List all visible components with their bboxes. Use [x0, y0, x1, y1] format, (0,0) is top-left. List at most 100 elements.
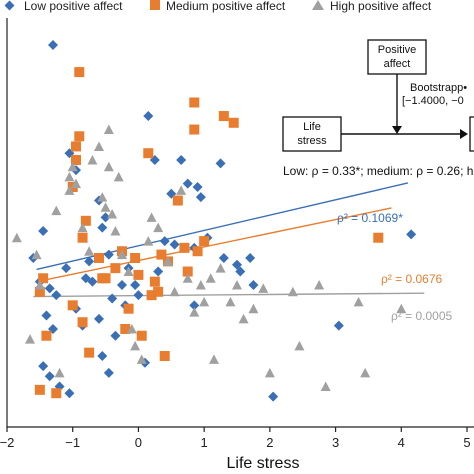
fit-line-label: ρ² = 0.0005	[391, 309, 453, 323]
high-affect-point	[31, 249, 42, 260]
low-affect-point	[248, 280, 259, 291]
high-affect-point	[146, 212, 157, 222]
high-affect-point	[353, 296, 364, 307]
medium-affect-point	[34, 384, 45, 395]
low-affect-point	[215, 158, 226, 169]
low-affect-point	[176, 154, 187, 165]
high-affect-point	[264, 367, 275, 378]
positive-affect-box	[367, 39, 427, 75]
low-affect-point	[195, 192, 206, 203]
low-affect-point	[117, 280, 127, 291]
mediation-arrowhead-down	[392, 126, 402, 134]
medium-affect-point	[143, 148, 154, 159]
high-affect-point	[225, 296, 236, 307]
medium-affect-point	[373, 232, 384, 243]
medium-affect-point	[84, 347, 95, 358]
high-affect-point	[84, 246, 95, 256]
low-affect-point	[218, 252, 229, 263]
medium-affect-point	[189, 97, 200, 108]
low-affect-point	[159, 236, 170, 247]
low-affect-point	[192, 182, 203, 193]
medium-affect-point	[34, 286, 45, 297]
low-affect-point	[169, 239, 180, 250]
low-affect-point	[333, 320, 344, 331]
low-affect-point	[94, 313, 104, 324]
high-affect-point	[248, 303, 259, 314]
low-affect-point	[235, 266, 246, 277]
high-affect-point	[258, 283, 269, 293]
medium-affect-point	[136, 330, 147, 341]
medium-affect-point	[94, 252, 104, 263]
high-affect-point	[287, 286, 298, 297]
high-affect-point	[130, 340, 141, 351]
legend-low-label: Low positive affect	[24, 0, 123, 13]
low-affect-point	[103, 249, 114, 260]
low-affect-point	[133, 290, 144, 301]
low-affect-point	[182, 178, 193, 189]
high-affect-point	[182, 273, 193, 283]
low-affect-point	[64, 388, 75, 399]
x-tick-label: 3	[332, 435, 339, 450]
medium-affect-point	[149, 276, 160, 287]
medium-affect-point	[228, 117, 239, 128]
legend: Low positive affect Medium positive affe…	[4, 0, 432, 13]
high-affect-point	[205, 273, 216, 283]
low-affect-point	[61, 263, 72, 274]
low-affect-point	[232, 259, 242, 270]
high-affect-point	[87, 154, 98, 165]
medium-affect-point	[146, 290, 157, 301]
medium-affect-point	[179, 242, 190, 253]
high-affect-point	[136, 354, 147, 364]
x-axis-ticks: −2 −1 0 1 2 3 4 5	[0, 427, 471, 450]
low-affect-point	[41, 310, 52, 321]
medium-affect-point	[67, 300, 78, 311]
fit-line-label: ρ² = 0.0676	[381, 272, 443, 286]
medium-affect-point	[218, 111, 229, 122]
low-affect-point	[44, 371, 55, 382]
high-affect-point	[11, 232, 22, 243]
high-affect-point	[103, 124, 114, 135]
high-affect-point	[77, 222, 88, 233]
outcome-box-partial	[469, 116, 474, 152]
correlation-stats: Low: ρ = 0.33*; medium: ρ = 0.26; h	[283, 164, 473, 178]
medium-affect-point	[153, 286, 164, 297]
medium-affect-point	[71, 154, 81, 165]
life-stress-box	[282, 116, 342, 152]
medium-affect-point	[77, 232, 88, 243]
fit-line	[36, 207, 392, 283]
medium-affect-point	[41, 330, 52, 341]
life-stress-box-line2: stress	[297, 135, 327, 147]
x-tick-label: 1	[201, 435, 208, 450]
low-affect-point	[48, 40, 58, 51]
low-affect-point	[189, 300, 200, 311]
high-affect-point	[169, 286, 180, 297]
high-affect-point	[107, 209, 118, 219]
low-affect-point	[97, 351, 108, 362]
high-affect-point	[34, 280, 45, 290]
low-affect-point	[245, 252, 256, 263]
low-affect-point	[130, 280, 141, 291]
high-affect-point	[314, 280, 325, 290]
low-affect-point	[97, 222, 108, 233]
high-affect-point	[64, 185, 75, 195]
high-affect-point	[189, 307, 200, 317]
bootstrap-label-line1: Bootstrapp•	[410, 82, 467, 94]
legend-high-label: High positive affect	[330, 0, 432, 13]
low-affect-point	[87, 276, 98, 287]
medium-affect-point	[192, 246, 203, 257]
low-affect-point	[143, 111, 154, 122]
medium-affect-point	[123, 303, 134, 314]
x-tick-label: −1	[65, 435, 80, 450]
medium-affect-point	[120, 323, 131, 334]
legend-medium-label: Medium positive affect	[166, 0, 286, 13]
low-affect-point	[51, 290, 62, 301]
low-affect-point	[44, 283, 55, 294]
high-affect-point	[215, 263, 226, 273]
life-stress-box-line1: Life	[303, 121, 321, 133]
medium-affect-point	[71, 141, 81, 152]
x-axis-label: Life stress	[227, 455, 300, 472]
medium-affect-point	[130, 252, 141, 263]
medium-affect-point	[51, 388, 62, 399]
low-affect-point	[38, 361, 49, 372]
medium-affect-point	[74, 67, 85, 78]
